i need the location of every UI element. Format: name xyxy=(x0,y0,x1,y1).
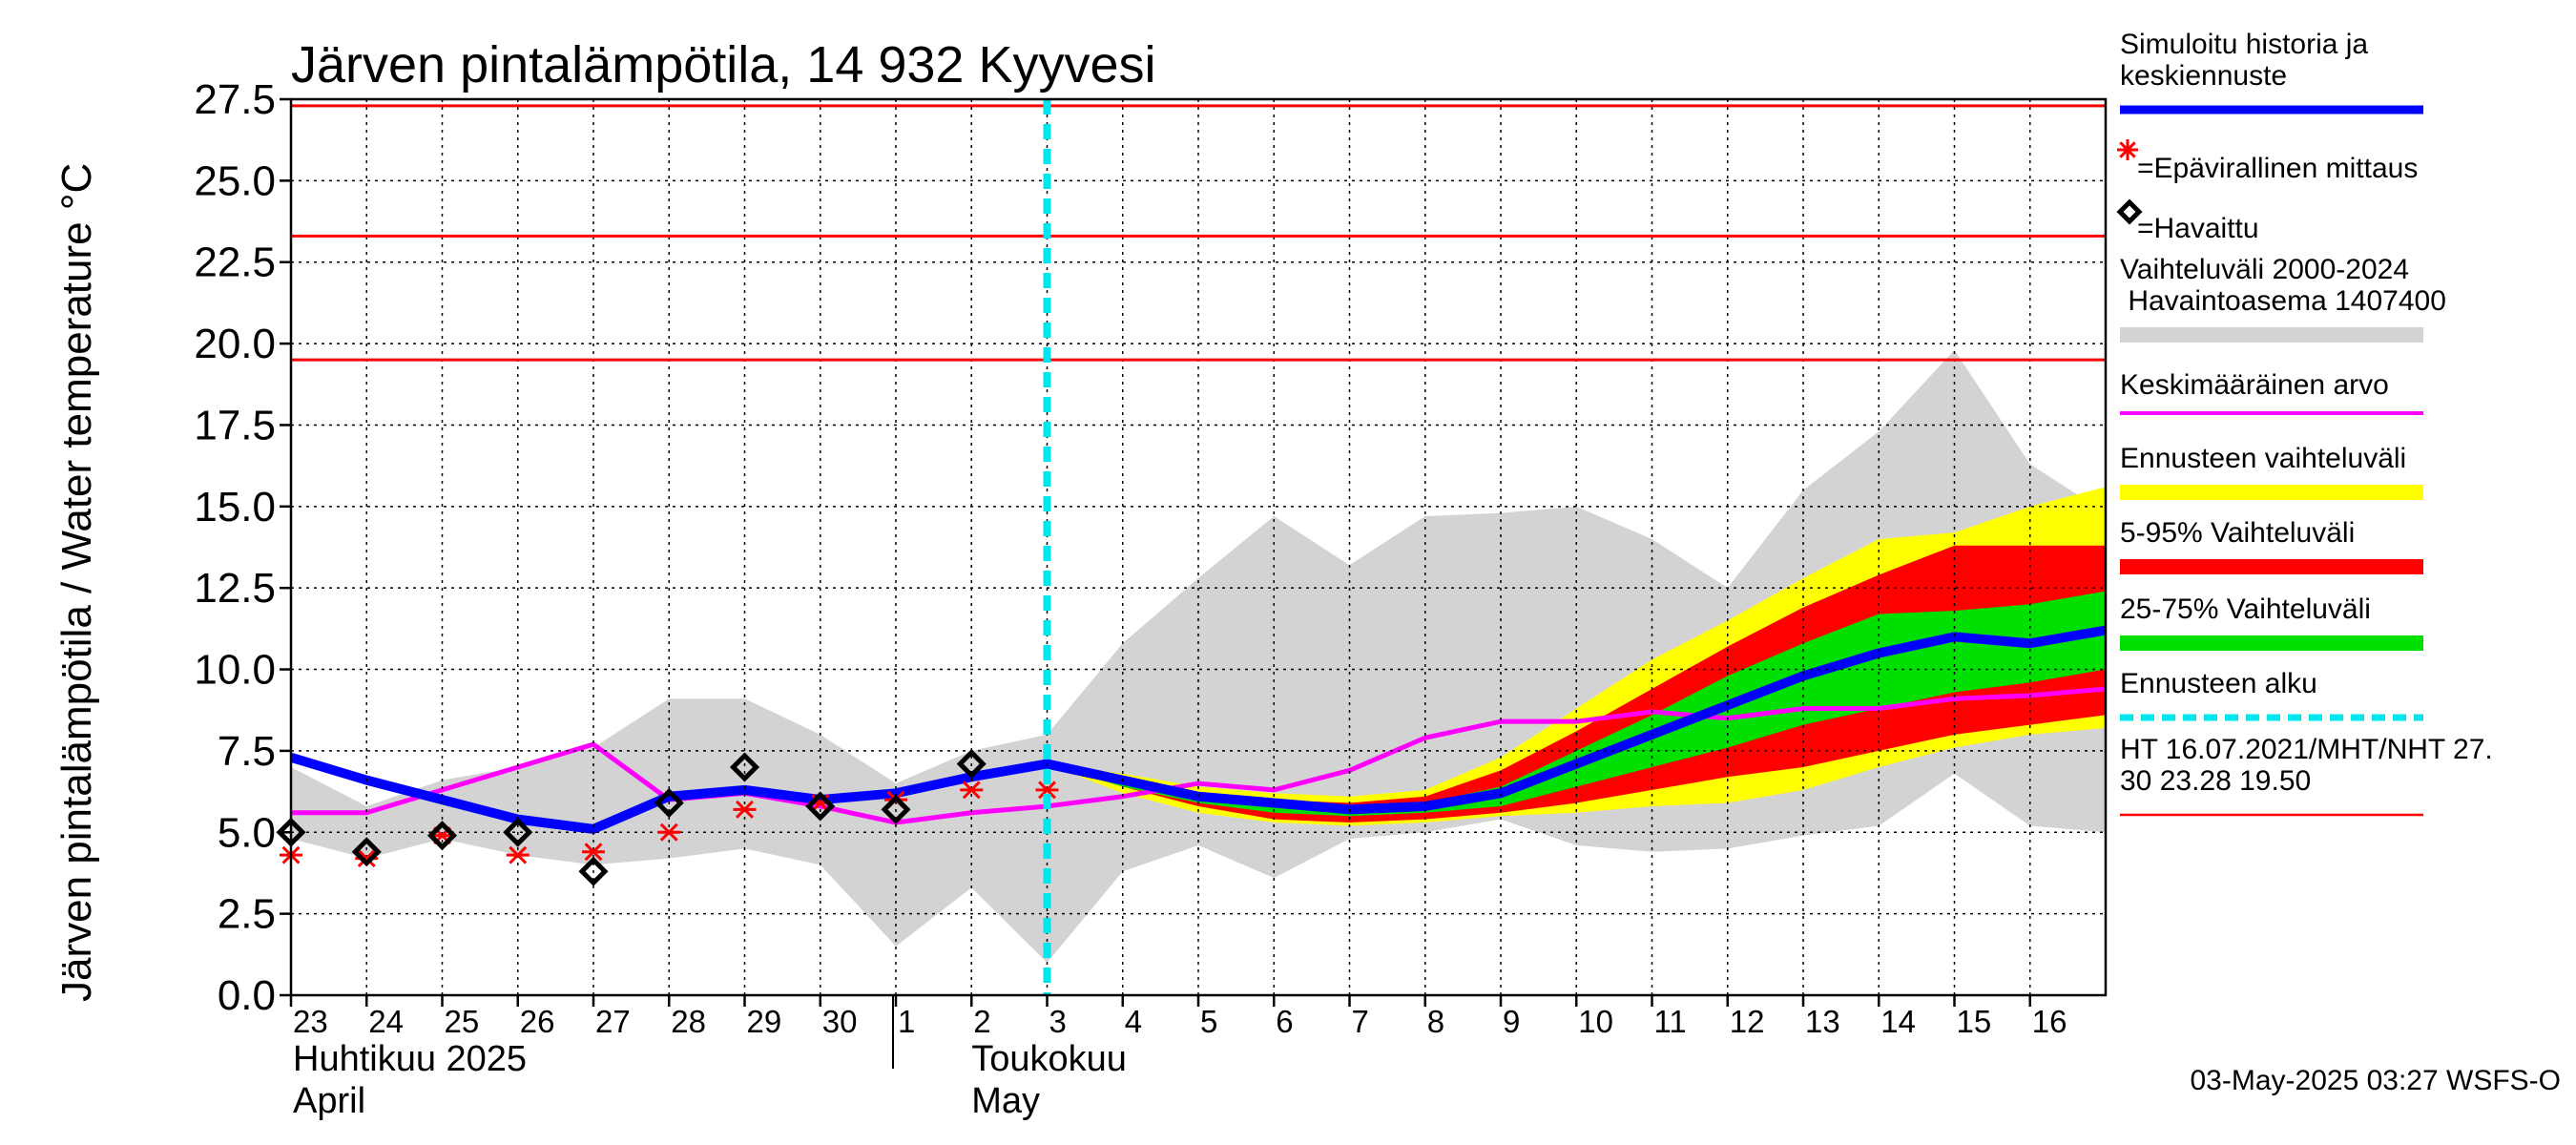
month-label-en: April xyxy=(293,1081,365,1121)
observed-point xyxy=(956,749,987,780)
legend-label: Ennusteen vaihteluväli xyxy=(2120,443,2406,474)
legend-swatch xyxy=(2120,635,2423,651)
x-tick-label: 3 xyxy=(1049,1004,1067,1039)
unofficial-measurement-point xyxy=(506,845,530,864)
legend-diamond-icon xyxy=(2116,198,2143,225)
x-tick-label: 29 xyxy=(747,1004,782,1039)
legend-label: Keskimääräinen arvo xyxy=(2120,369,2389,401)
x-tick-label: 9 xyxy=(1503,1004,1520,1039)
legend-label: Havaintoasema 1407400 xyxy=(2120,285,2446,317)
observed-point xyxy=(729,752,760,782)
month-label: Huhtikuu 2025 xyxy=(293,1039,527,1079)
y-tick-label: 25.0 xyxy=(194,157,276,204)
x-tick-label: 27 xyxy=(595,1004,631,1039)
y-tick-label: 5.0 xyxy=(218,809,276,856)
series-line-1 xyxy=(291,686,2106,825)
legend-label: keskiennuste xyxy=(2120,60,2287,92)
legend-swatch xyxy=(2120,327,2423,343)
legend-label: Simuloitu historia ja xyxy=(2120,29,2368,60)
y-tick-label: 15.0 xyxy=(194,484,276,531)
y-tick-label: 17.5 xyxy=(194,402,276,448)
x-tick-label: 2 xyxy=(973,1004,990,1039)
x-tick-label: 28 xyxy=(671,1004,706,1039)
legend-label: =Epävirallinen mittaus xyxy=(2137,153,2418,184)
band-3 xyxy=(1047,545,2106,823)
x-tick-label: 26 xyxy=(520,1004,555,1039)
x-tick-label: 5 xyxy=(1200,1004,1217,1039)
y-tick-label: 7.5 xyxy=(218,728,276,775)
x-tick-label: 4 xyxy=(1125,1004,1142,1039)
x-tick-label: 23 xyxy=(293,1004,328,1039)
x-tick-label: 25 xyxy=(445,1004,480,1039)
x-tick-label: 11 xyxy=(1654,1004,1687,1039)
legend-label: Ennusteen alku xyxy=(2120,668,2317,699)
x-tick-label: 6 xyxy=(1276,1004,1293,1039)
observed-point xyxy=(503,817,533,847)
legend-label: 30 23.28 19.50 xyxy=(2120,765,2311,797)
y-axis-label: Järven pintalämpötila / Water temperatur… xyxy=(53,163,100,1002)
plot-area: 0.0 2.5 5.0 7.5 10.0 12.5 15.0 17.5 20.0 22.5 25.0… xyxy=(194,76,2108,1121)
unofficial-measurement-point xyxy=(657,822,681,842)
y-tick-label: 2.5 xyxy=(218,891,276,938)
legend-label: =Havaittu xyxy=(2137,213,2259,244)
observed-point xyxy=(654,788,684,819)
legend-asterisk-icon xyxy=(2117,139,2138,160)
observed-point xyxy=(578,856,609,886)
x-tick-label: 8 xyxy=(1427,1004,1444,1039)
footer-timestamp: 03-May-2025 03:27 WSFS-O xyxy=(2191,1065,2562,1096)
y-tick-label: 20.0 xyxy=(194,321,276,367)
x-tick-label: 15 xyxy=(1957,1004,1992,1039)
legend-label: HT 16.07.2021/MHT/NHT 27. xyxy=(2120,734,2493,765)
band-4 xyxy=(1047,591,2106,817)
observed-point xyxy=(805,791,836,822)
legend-label: 25-75% Vaihteluväli xyxy=(2120,593,2371,625)
observed-point xyxy=(351,837,382,867)
observed-point xyxy=(426,821,458,851)
unofficial-measurement-point xyxy=(582,843,605,862)
month-label: Toukokuu xyxy=(971,1039,1127,1079)
unofficial-measurement-point xyxy=(960,781,984,800)
y-tick-label: 12.5 xyxy=(194,565,276,612)
x-tick-label: 30 xyxy=(822,1004,858,1039)
unofficial-measurement-point xyxy=(733,800,757,819)
legend-label: Vaihteluväli 2000-2024 xyxy=(2120,254,2409,285)
x-tick-label: 12 xyxy=(1730,1004,1765,1039)
observed-point xyxy=(881,794,911,824)
y-tick-label: 10.0 xyxy=(194,647,276,694)
y-tick-label: 0.0 xyxy=(218,972,276,1019)
legend-swatch xyxy=(2120,485,2423,500)
month-label-en: May xyxy=(971,1081,1040,1121)
y-tick-label: 22.5 xyxy=(194,239,276,286)
unofficial-measurement-point xyxy=(1035,781,1059,800)
x-tick-label: 1 xyxy=(898,1004,915,1039)
x-tick-label: 10 xyxy=(1578,1004,1613,1039)
y-tick-label: 27.5 xyxy=(194,76,276,123)
x-tick-label: 14 xyxy=(1880,1004,1916,1039)
x-tick-label: 24 xyxy=(368,1004,404,1039)
legend-swatch xyxy=(2120,559,2423,574)
chart-title: Järven pintalämpötila, 14 932 Kyyvesi xyxy=(291,36,1156,94)
x-tick-label: 16 xyxy=(2032,1004,2067,1039)
legend-label: 5-95% Vaihteluväli xyxy=(2120,517,2355,549)
x-tick-label: 13 xyxy=(1805,1004,1840,1039)
x-tick-label: 7 xyxy=(1352,1004,1369,1039)
